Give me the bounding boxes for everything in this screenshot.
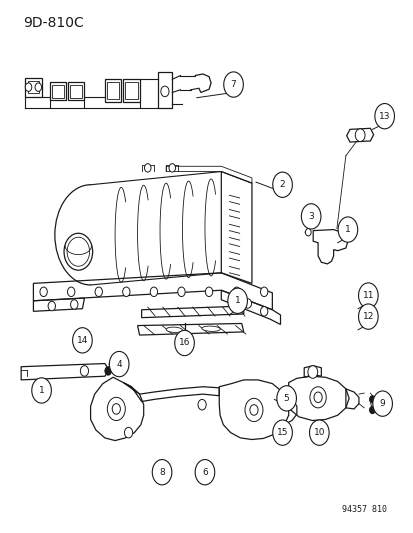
Circle shape [227,288,247,313]
Circle shape [309,387,325,408]
Circle shape [313,392,321,402]
Circle shape [195,459,214,485]
Circle shape [177,287,185,296]
Circle shape [354,129,364,141]
Circle shape [305,229,311,236]
Text: 13: 13 [378,112,389,120]
Circle shape [104,367,111,375]
Circle shape [260,306,267,316]
Circle shape [307,366,317,378]
Circle shape [25,83,32,91]
Circle shape [244,398,262,422]
Circle shape [122,287,130,296]
Text: 9: 9 [379,399,385,408]
Ellipse shape [202,326,220,332]
Circle shape [169,164,175,172]
Circle shape [337,217,357,242]
Circle shape [372,391,392,416]
Circle shape [67,287,75,296]
Circle shape [223,72,243,97]
Circle shape [309,420,328,445]
Text: 7: 7 [230,80,236,89]
Circle shape [301,204,320,229]
Circle shape [72,328,92,353]
Circle shape [32,378,51,403]
Text: 8: 8 [159,467,164,477]
Text: 1: 1 [344,225,350,234]
Circle shape [249,405,257,415]
Text: 1: 1 [234,296,240,305]
Text: 2: 2 [279,180,285,189]
Circle shape [205,287,212,296]
Circle shape [197,399,206,410]
Text: 15: 15 [276,428,287,437]
Text: 16: 16 [178,338,190,348]
Text: 3: 3 [308,212,313,221]
Circle shape [260,287,267,296]
Circle shape [369,395,374,403]
Circle shape [374,103,394,129]
Text: 9D-810C: 9D-810C [23,16,84,30]
Circle shape [276,386,296,411]
Circle shape [244,298,251,308]
Circle shape [95,287,102,296]
Text: 6: 6 [202,467,207,477]
Text: 10: 10 [313,428,324,437]
Circle shape [358,283,377,308]
Circle shape [152,459,171,485]
Circle shape [358,304,377,329]
Circle shape [272,172,292,197]
Circle shape [124,427,132,438]
Text: 5: 5 [283,394,289,403]
Circle shape [161,86,169,96]
Circle shape [70,300,78,309]
Circle shape [272,420,292,445]
Circle shape [150,287,157,296]
Circle shape [369,406,374,414]
Circle shape [35,83,41,91]
Circle shape [112,403,120,414]
Circle shape [40,287,47,296]
Ellipse shape [166,327,182,333]
Text: 11: 11 [362,291,373,300]
Circle shape [80,366,88,376]
Circle shape [174,330,194,356]
Circle shape [107,397,125,421]
Circle shape [109,351,129,377]
Text: 14: 14 [76,336,88,345]
Text: 94357 810: 94357 810 [341,505,386,514]
Text: 1: 1 [38,386,44,395]
Text: 12: 12 [362,312,373,321]
Circle shape [48,301,55,311]
Circle shape [233,287,240,296]
Text: 4: 4 [116,360,122,369]
Circle shape [144,164,151,172]
